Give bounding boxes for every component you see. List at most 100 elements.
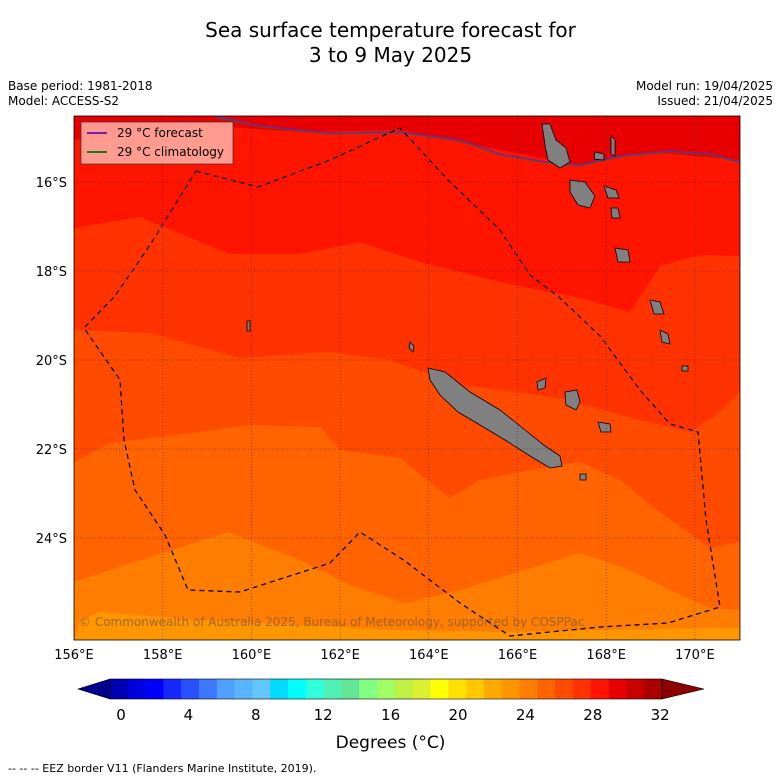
colorbar-swatch bbox=[341, 679, 360, 699]
colorbar-swatch bbox=[199, 679, 218, 699]
vanuatu-land bbox=[610, 135, 616, 157]
map-frame bbox=[73, 115, 741, 641]
colorbar-tick-label: 12 bbox=[314, 706, 333, 724]
legend-forecast-label: 29 °C forecast bbox=[117, 126, 203, 140]
colorbar-tick-label: 28 bbox=[583, 706, 602, 724]
issued-date: Issued: 21/04/2025 bbox=[657, 94, 773, 108]
colorbar-swatch bbox=[216, 679, 235, 699]
longitude-tick-label: 170°E bbox=[675, 648, 715, 663]
vanuatu-land bbox=[614, 247, 631, 263]
colorbar-swatch bbox=[163, 679, 182, 699]
legend-climatology-label: 29 °C climatology bbox=[117, 145, 224, 159]
vanuatu-land bbox=[593, 151, 605, 161]
longitude-tick-label: 168°E bbox=[586, 648, 626, 663]
climatology-29c-contour bbox=[214, 116, 740, 167]
latitude-tick-label: 24°S bbox=[36, 532, 67, 547]
colorbar-swatch bbox=[644, 679, 663, 699]
colorbar-swatch bbox=[537, 679, 556, 699]
colorbar-swatch bbox=[270, 679, 289, 699]
colorbar-swatch bbox=[181, 679, 200, 699]
colorbar-swatch bbox=[430, 679, 449, 699]
colorbar-swatch bbox=[572, 679, 592, 699]
islet-land bbox=[408, 341, 415, 353]
longitude-tick-label: 158°E bbox=[143, 648, 183, 663]
islet-land bbox=[579, 473, 587, 481]
colorbar-tick-label: 0 bbox=[116, 706, 126, 724]
colorbar-swatch bbox=[555, 679, 574, 699]
sst-zone-24 bbox=[74, 612, 740, 640]
title-line-1: Sea surface temperature forecast for bbox=[205, 18, 576, 42]
eez-border bbox=[83, 127, 721, 637]
colorbar-swatch bbox=[305, 679, 324, 699]
colorbar-swatch bbox=[590, 679, 609, 699]
colorbar-swatch bbox=[394, 679, 414, 699]
copyright-notice: © Commonwealth of Australia 2025, Bureau… bbox=[79, 615, 584, 629]
sst-zone-25 bbox=[74, 532, 740, 640]
colorbar-tick-labels: 0 4 8 12 16 20 24 28 32 bbox=[116, 706, 670, 724]
land-masses bbox=[246, 123, 689, 481]
vanuatu-land bbox=[541, 123, 571, 169]
longitude-tick-label: 162°E bbox=[320, 648, 360, 663]
colorbar-swatch bbox=[483, 679, 503, 699]
vanuatu-land bbox=[610, 207, 621, 219]
legend-box bbox=[80, 121, 234, 165]
latitude-tick-label: 20°S bbox=[36, 354, 67, 369]
title-line-2: 3 to 9 May 2025 bbox=[308, 43, 473, 67]
colorbar-swatch bbox=[412, 679, 431, 699]
colorbar-extend-low bbox=[76, 678, 111, 700]
colorbar-swatch bbox=[359, 679, 378, 699]
colorbar-swatch bbox=[377, 679, 396, 699]
map-title: Sea surface temperature forecast for 3 t… bbox=[0, 18, 781, 68]
longitude-tick-label: 160°E bbox=[232, 648, 272, 663]
model-run: Model run: 19/04/2025 bbox=[635, 79, 773, 93]
colorbar-swatch bbox=[608, 679, 627, 699]
colorbar-swatch bbox=[626, 679, 645, 699]
colorbar-frame bbox=[109, 678, 663, 700]
meta-right: Model run: 19/04/2025 Issued: 21/04/2025 bbox=[636, 79, 773, 109]
gridlines bbox=[74, 116, 740, 640]
colorbar-swatch bbox=[234, 679, 253, 699]
colorbar-label: Degrees (°C) bbox=[335, 733, 446, 753]
colorbar-swatch bbox=[466, 679, 485, 699]
colorbar-tick-label: 8 bbox=[251, 706, 261, 724]
colorbar-swatch bbox=[323, 679, 342, 699]
colorbar-swatch bbox=[519, 679, 538, 699]
colorbar bbox=[76, 678, 705, 700]
islet-land bbox=[536, 377, 547, 391]
sst-field bbox=[74, 116, 740, 640]
latitude-tick-label: 16°S bbox=[36, 176, 67, 191]
colorbar-tick-label: 24 bbox=[516, 706, 535, 724]
colorbar-tick-label: 4 bbox=[184, 706, 194, 724]
colorbar-swatch bbox=[288, 679, 307, 699]
chesterfield-land bbox=[246, 320, 251, 332]
latitude-tick-label: 22°S bbox=[36, 443, 67, 458]
latitude-tick-labels: 16°S 18°S 20°S 22°S 24°S bbox=[36, 176, 67, 547]
latitude-tick-label: 18°S bbox=[36, 265, 67, 280]
islet-land bbox=[681, 365, 689, 372]
forecast-29c-contour bbox=[214, 116, 740, 166]
colorbar-tick-label: 16 bbox=[381, 706, 400, 724]
vanuatu-land bbox=[649, 299, 665, 315]
new-caledonia-land bbox=[427, 367, 563, 469]
longitude-tick-label: 156°E bbox=[54, 648, 94, 663]
longitude-tick-label: 166°E bbox=[498, 648, 538, 663]
vanuatu-land bbox=[659, 329, 671, 345]
longitude-tick-labels: 156°E 158°E 160°E 162°E 164°E 166°E 168°E 170°E bbox=[54, 648, 714, 663]
meta-left: Base period: 1981-2018 Model: ACCESS-S2 bbox=[8, 79, 153, 109]
colorbar-swatch bbox=[448, 679, 467, 699]
colorbar-swatch bbox=[110, 679, 129, 699]
eez-footnote: -- -- -- EEZ border V11 (Flanders Marine… bbox=[8, 762, 317, 775]
colorbar-swatch bbox=[252, 679, 271, 699]
model-name: Model: ACCESS-S2 bbox=[8, 94, 120, 108]
base-period: Base period: 1981-2018 bbox=[8, 79, 153, 93]
vanuatu-land bbox=[603, 185, 620, 199]
colorbar-tick-label: 20 bbox=[448, 706, 467, 724]
colorbar-swatch bbox=[145, 679, 164, 699]
colorbar-extend-high bbox=[661, 678, 705, 700]
longitude-tick-label: 164°E bbox=[409, 648, 449, 663]
contour-legend: 29 °C forecast 29 °C climatology bbox=[80, 121, 234, 165]
colorbar-swatch bbox=[501, 679, 520, 699]
loyalty-island-land bbox=[564, 389, 581, 411]
colorbar-tick-label: 32 bbox=[651, 706, 670, 724]
